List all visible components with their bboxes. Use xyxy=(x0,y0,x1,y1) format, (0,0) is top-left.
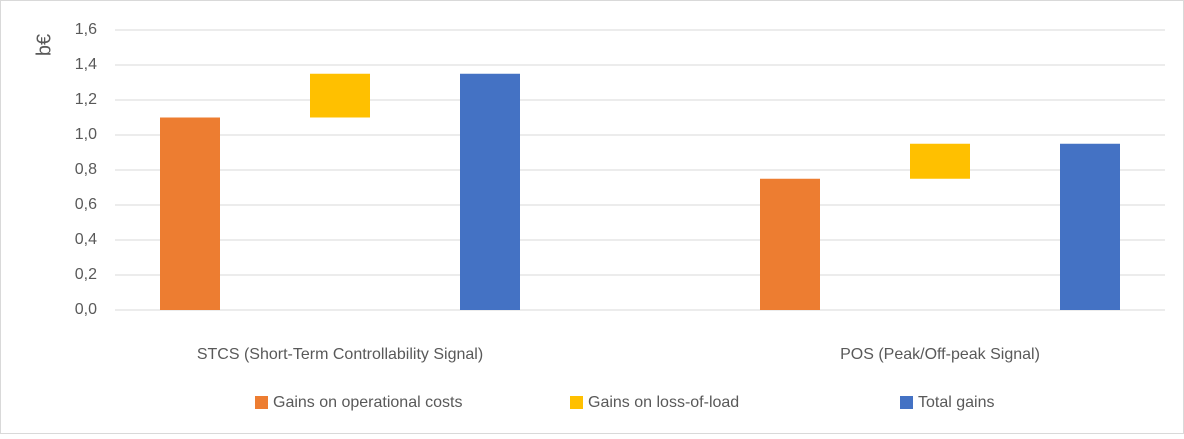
y-tick-label: 0,6 xyxy=(75,196,97,213)
legend-swatch xyxy=(570,396,583,409)
y-axis-label: b€ xyxy=(33,34,55,56)
y-tick-label: 0,8 xyxy=(75,161,97,178)
bar xyxy=(310,73,370,118)
y-tick-label: 0,4 xyxy=(75,231,97,248)
y-tick-label: 0,0 xyxy=(75,301,97,318)
y-tick-label: 1,6 xyxy=(75,21,97,38)
bar xyxy=(1060,143,1120,310)
bar xyxy=(760,178,820,310)
y-tick-label: 0,2 xyxy=(75,266,97,283)
legend-label: Total gains xyxy=(918,394,995,411)
y-tick-label: 1,4 xyxy=(75,56,97,73)
legend-swatch xyxy=(255,396,268,409)
legend-label: Gains on operational costs xyxy=(273,394,462,411)
x-tick-label: STCS (Short-Term Controllability Signal) xyxy=(197,346,483,363)
y-tick-label: 1,0 xyxy=(75,126,97,143)
bar xyxy=(910,143,970,179)
y-tick-label: 1,2 xyxy=(75,91,97,108)
bar xyxy=(160,117,220,310)
legend-label: Gains on loss-of-load xyxy=(588,394,739,411)
bar xyxy=(460,73,520,310)
x-tick-label: POS (Peak/Off-peak Signal) xyxy=(840,346,1040,363)
legend-swatch xyxy=(900,396,913,409)
